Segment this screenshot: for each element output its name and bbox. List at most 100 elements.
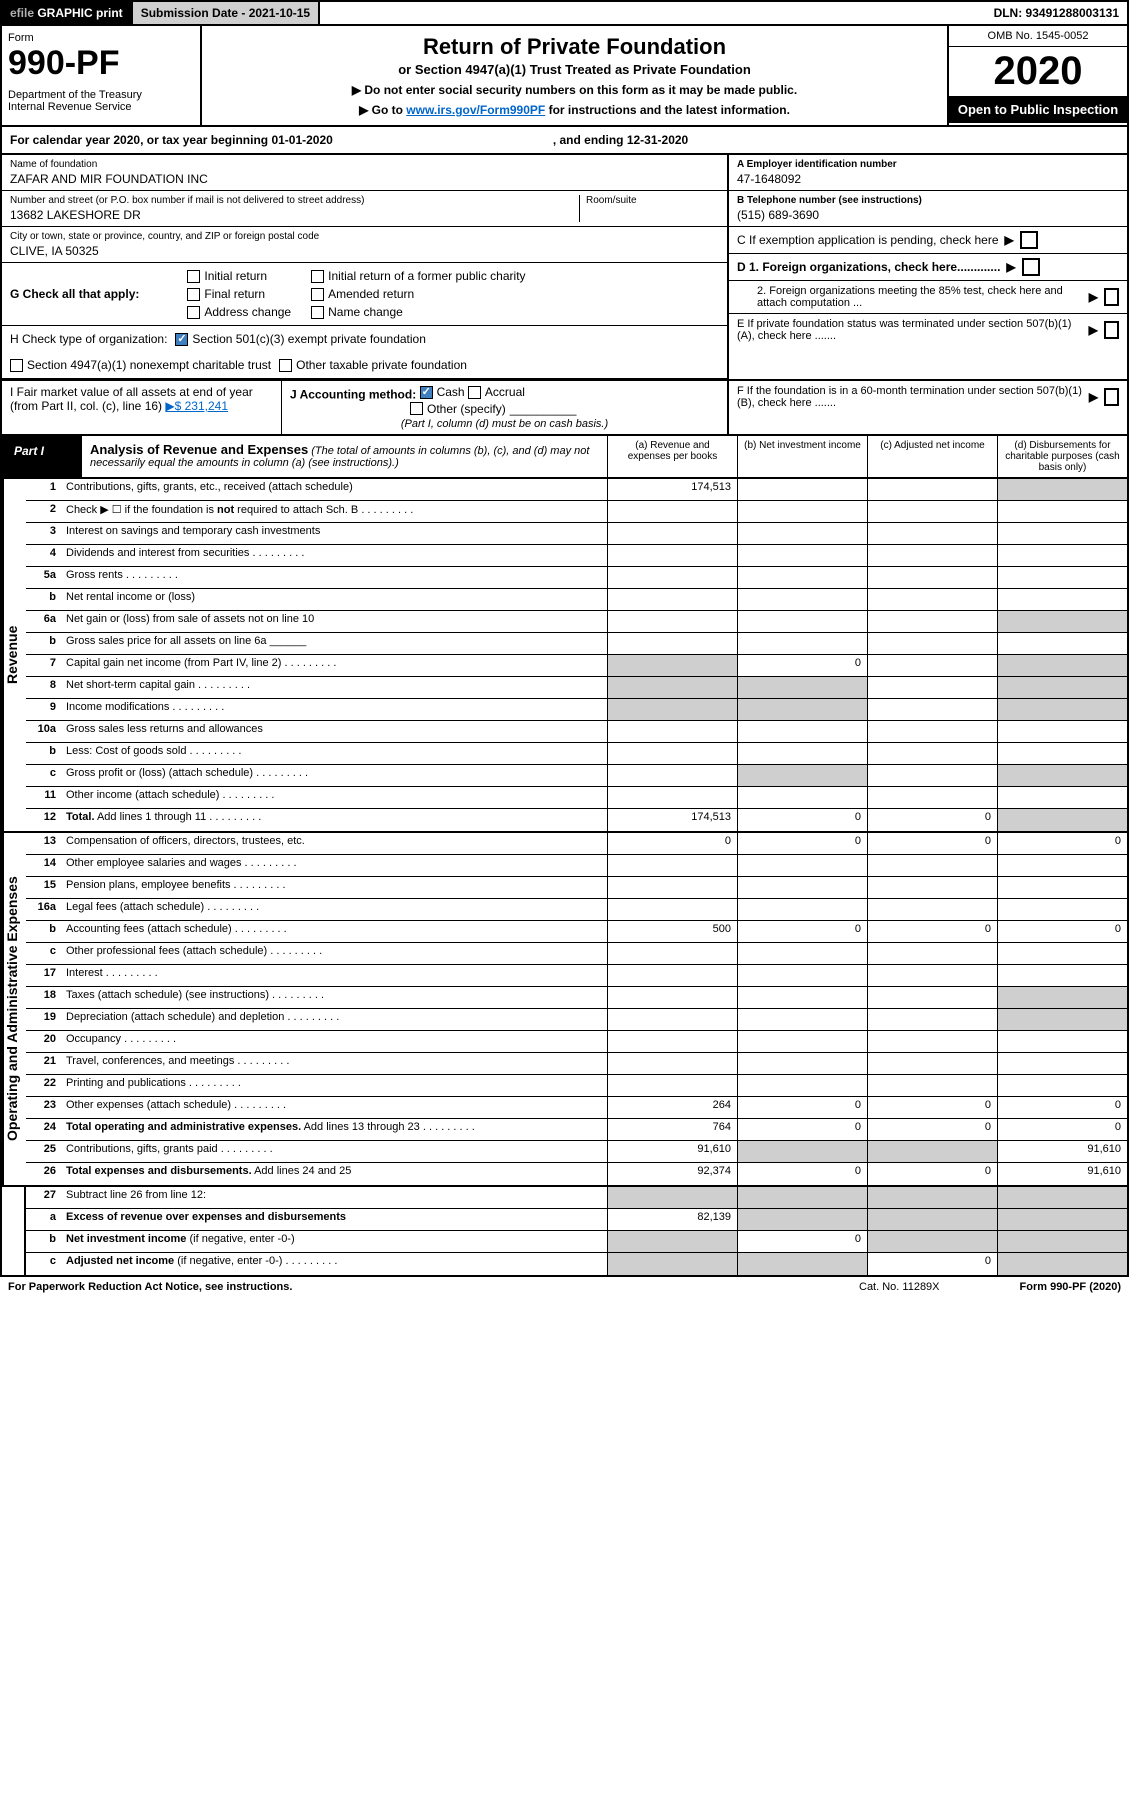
amount-cell: 0	[997, 1119, 1127, 1140]
line-number: 16a	[26, 899, 62, 920]
topbar: efile GRAPHIC print Submission Date - 20…	[0, 0, 1129, 26]
line-desc: Compensation of officers, directors, tru…	[62, 833, 607, 854]
footer: For Paperwork Reduction Act Notice, see …	[0, 1277, 1129, 1297]
line-desc: Net investment income (if negative, ente…	[62, 1231, 607, 1252]
amount-cell	[867, 943, 997, 964]
cb-501c3[interactable]: Section 501(c)(3) exempt private foundat…	[175, 332, 425, 346]
amount-cell: 92,374	[607, 1163, 737, 1185]
amount-cell: 0	[737, 1231, 867, 1252]
cb-other-tax[interactable]: Other taxable private foundation	[279, 358, 467, 372]
j-row: J Accounting method: Cash Accrual	[290, 385, 719, 402]
amount-cell: 0	[737, 921, 867, 942]
line-number: 14	[26, 855, 62, 876]
amount-cell	[607, 1053, 737, 1074]
amount-cell	[737, 1031, 867, 1052]
line-desc: Accounting fees (attach schedule)	[62, 921, 607, 942]
h-row2: Section 4947(a)(1) nonexempt charitable …	[2, 352, 727, 379]
amount-cell	[867, 1209, 997, 1230]
line-desc: Subtract line 26 from line 12:	[62, 1187, 607, 1208]
cb-amended[interactable]: Amended return	[311, 287, 525, 301]
cb-other-acct[interactable]: Other (specify) __________	[410, 402, 576, 416]
cb-f[interactable]	[1104, 388, 1119, 406]
line-desc: Less: Cost of goods sold	[62, 743, 607, 764]
form-header: Form 990-PF Department of the Treasury I…	[0, 26, 1129, 127]
table-row: bGross sales price for all assets on lin…	[26, 633, 1127, 655]
cb-e[interactable]	[1104, 321, 1119, 339]
cb-d1[interactable]	[1022, 258, 1040, 276]
line-number: 17	[26, 965, 62, 986]
amount-cell	[867, 545, 997, 566]
calendar-year-row: For calendar year 2020, or tax year begi…	[0, 127, 1129, 155]
irs-link[interactable]: www.irs.gov/Form990PF	[406, 103, 545, 117]
revenue-table: Revenue 1Contributions, gifts, grants, e…	[0, 479, 1129, 833]
amount-cell: 264	[607, 1097, 737, 1118]
amount-cell	[607, 987, 737, 1008]
form-number: 990-PF	[8, 44, 194, 83]
amount-cell	[867, 1031, 997, 1052]
amount-cell	[867, 501, 997, 522]
amount-cell	[997, 523, 1127, 544]
cb-cash[interactable]: Cash	[420, 385, 465, 399]
amount-cell	[867, 899, 997, 920]
table-row: cOther professional fees (attach schedul…	[26, 943, 1127, 965]
amount-cell	[997, 501, 1127, 522]
line-number: 2	[26, 501, 62, 522]
line-desc: Travel, conferences, and meetings	[62, 1053, 607, 1074]
col-a: (a) Revenue and expenses per books	[607, 436, 737, 477]
table-row: 26Total expenses and disbursements. Add …	[26, 1163, 1127, 1185]
amount-cell: 0	[737, 1119, 867, 1140]
line-desc: Interest	[62, 965, 607, 986]
line-desc: Net gain or (loss) from sale of assets n…	[62, 611, 607, 632]
city-cell: City or town, state or province, country…	[2, 227, 727, 263]
cb-address[interactable]: Address change	[187, 305, 291, 319]
amount-cell	[607, 611, 737, 632]
amount-cell	[997, 677, 1127, 698]
cb-initial[interactable]: Initial return	[187, 269, 291, 283]
amount-cell	[737, 633, 867, 654]
amount-cell	[607, 743, 737, 764]
line-number: 24	[26, 1119, 62, 1140]
cb-c[interactable]	[1020, 231, 1038, 249]
amount-cell: 0	[867, 809, 997, 831]
table-row: 22Printing and publications	[26, 1075, 1127, 1097]
amount-cell	[997, 1031, 1127, 1052]
cb-accrual[interactable]: Accrual	[468, 385, 525, 399]
cb-4947[interactable]: Section 4947(a)(1) nonexempt charitable …	[10, 358, 271, 372]
table-row: 18Taxes (attach schedule) (see instructi…	[26, 987, 1127, 1009]
hij-block: I Fair market value of all assets at end…	[0, 381, 1129, 436]
amount-cell	[997, 1253, 1127, 1275]
amount-cell: 91,610	[607, 1141, 737, 1162]
line-desc: Pension plans, employee benefits	[62, 877, 607, 898]
amount-cell	[737, 877, 867, 898]
table-row: 19Depreciation (attach schedule) and dep…	[26, 1009, 1127, 1031]
f-row: F If the foundation is in a 60-month ter…	[729, 381, 1127, 413]
cb-initial-former[interactable]: Initial return of a former public charit…	[311, 269, 525, 283]
amount-cell	[607, 501, 737, 522]
line-number: 25	[26, 1141, 62, 1162]
amount-cell	[607, 633, 737, 654]
table-row: 4Dividends and interest from securities	[26, 545, 1127, 567]
amount-cell	[737, 479, 867, 500]
info-block: Name of foundation ZAFAR AND MIR FOUNDAT…	[0, 155, 1129, 381]
line-desc: Contributions, gifts, grants paid	[62, 1141, 607, 1162]
table-row: 2Check ▶ ☐ if the foundation is not requ…	[26, 501, 1127, 523]
line-number: 8	[26, 677, 62, 698]
form-title: Return of Private Foundation	[210, 34, 939, 60]
table-row: 21Travel, conferences, and meetings	[26, 1053, 1127, 1075]
amount-cell	[737, 721, 867, 742]
amount-cell	[867, 567, 997, 588]
amount-cell: 0	[997, 833, 1127, 854]
amount-cell: 174,513	[607, 809, 737, 831]
amount-cell	[997, 1209, 1127, 1230]
amount-cell: 0	[867, 1097, 997, 1118]
cb-d2[interactable]	[1104, 288, 1119, 306]
table-row: bAccounting fees (attach schedule)500000	[26, 921, 1127, 943]
amount-cell	[737, 1253, 867, 1275]
amount-cell	[997, 611, 1127, 632]
cb-final[interactable]: Final return	[187, 287, 291, 301]
cb-name[interactable]: Name change	[311, 305, 525, 319]
line-desc: Other expenses (attach schedule)	[62, 1097, 607, 1118]
amount-cell	[607, 699, 737, 720]
address-cell: Number and street (or P.O. box number if…	[2, 191, 727, 227]
amount-cell	[867, 855, 997, 876]
